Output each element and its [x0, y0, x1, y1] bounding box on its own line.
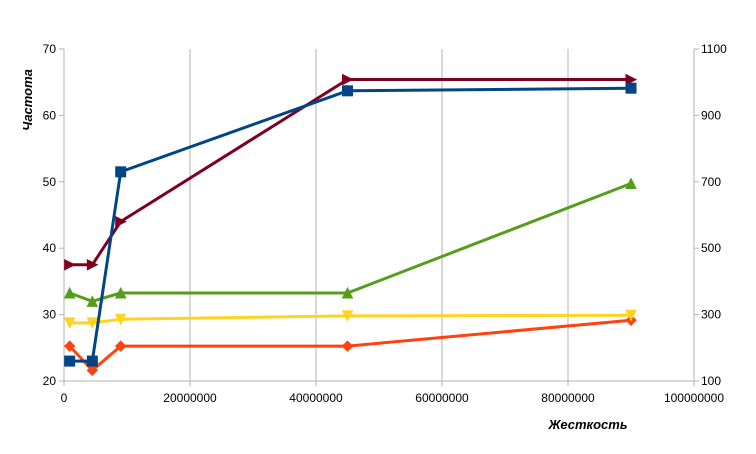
data-point-marker — [86, 355, 98, 367]
y-tick-label: 30 — [43, 308, 57, 322]
series-group — [63, 177, 637, 307]
grid-lines — [63, 49, 695, 381]
data-point-marker — [115, 215, 127, 228]
axes — [59, 48, 699, 386]
data-point-marker — [114, 340, 127, 352]
series-group — [64, 73, 638, 271]
x-tick-label: 20000000 — [163, 391, 217, 405]
y2-tick-label: 900 — [701, 108, 721, 122]
data-point-marker — [625, 73, 638, 86]
data-point-marker — [63, 317, 76, 330]
data-point-marker — [63, 340, 76, 352]
y-tick-label: 40 — [43, 241, 57, 255]
data-point-marker — [341, 340, 354, 352]
y2-tick-label: 100 — [701, 374, 721, 388]
series-group — [63, 314, 637, 377]
series-group — [64, 82, 637, 367]
x-tick-label: 0 — [61, 391, 68, 405]
series-line — [69, 313, 632, 325]
data-point-marker — [625, 177, 637, 189]
x-tick-label: 60000000 — [415, 391, 469, 405]
series-line — [69, 78, 631, 267]
data-point-marker — [86, 364, 99, 377]
y2-tick-label: 300 — [701, 308, 721, 322]
y-tick-label: 20 — [43, 374, 57, 388]
y2-tick-label: 1100 — [701, 42, 727, 56]
y-tick-label: 70 — [43, 42, 57, 56]
data-point-marker — [86, 295, 99, 307]
x-tick-label: 40000000 — [289, 391, 343, 405]
data-point-marker — [342, 85, 353, 97]
data-point-marker — [114, 313, 127, 326]
y2-tick-label: 500 — [701, 241, 721, 255]
data-point-marker — [341, 310, 354, 323]
data-point-marker — [86, 317, 99, 330]
data-point-marker — [63, 286, 76, 299]
y-axis-title: Частота — [20, 69, 35, 131]
data-point-marker — [64, 355, 76, 367]
y-tick-label: 60 — [43, 108, 57, 122]
x-axis-title: Жесткость — [547, 417, 627, 432]
y-tick-label: 50 — [43, 175, 57, 189]
data-point-marker — [341, 286, 354, 299]
data-point-marker — [625, 82, 637, 94]
data-point-marker — [64, 258, 76, 271]
data-point-marker — [342, 73, 354, 86]
series-layer — [63, 73, 638, 377]
x-tick-label: 80000000 — [541, 391, 595, 405]
data-point-marker — [625, 309, 637, 322]
series-group — [63, 309, 637, 330]
tick-labels: 0 20000000 40000000 60000000 80000000 1000000… — [43, 42, 727, 405]
x-tick-label: 100000000 — [664, 391, 724, 405]
data-point-marker — [86, 258, 99, 271]
data-point-marker — [114, 286, 127, 299]
y2-tick-label: 700 — [701, 175, 721, 189]
data-point-marker — [115, 166, 127, 178]
